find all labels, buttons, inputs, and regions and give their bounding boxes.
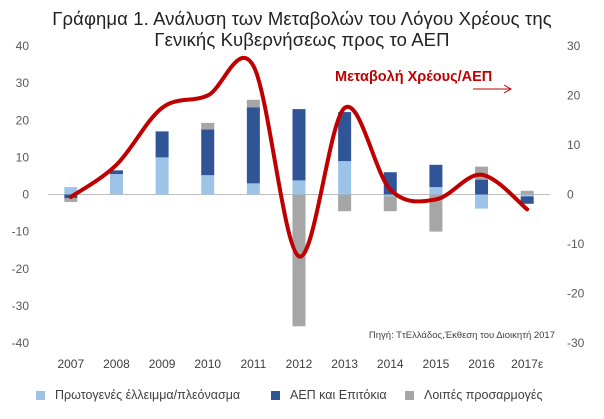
bar-other-adjustments [292, 194, 306, 327]
bar-primary-balance [201, 175, 215, 195]
left-tick-label: -30 [12, 299, 30, 313]
legend-swatch-other [405, 390, 414, 400]
left-tick-label: -10 [12, 225, 30, 239]
bar-gdp-interest [201, 129, 215, 176]
legend-label-gdp-interest: ΑΕΠ και Επιτόκια [290, 388, 387, 402]
category-label: 2015 [423, 357, 450, 371]
legend-item-primary: Πρωτογενές έλλειμμα/πλεόνασμα [36, 388, 240, 402]
bar-other-adjustments [246, 99, 260, 108]
bar-other-adjustments [429, 194, 443, 232]
bar-gdp-interest [338, 112, 352, 162]
legend-item-other: Λοιπές προσαρμογές [405, 388, 543, 402]
right-tick-label: 0 [567, 188, 574, 202]
category-label: 2011 [240, 357, 266, 371]
bar-primary-balance [475, 194, 489, 209]
bar-gdp-interest [383, 172, 397, 195]
right-y-axis: 30 20 10 0 -10 -20 -30 [567, 39, 585, 350]
category-label: 2016 [468, 357, 495, 371]
category-label: 2012 [286, 357, 313, 371]
legend-label-primary: Πρωτογενές έλλειμμα/πλεόνασμα [55, 388, 241, 402]
left-tick-label: 10 [16, 150, 30, 164]
x-axis: 2007 2008 2009 2010 2011 2012 2013 2014 2015 2016… [57, 357, 543, 371]
category-label: 2007 [57, 357, 84, 371]
right-tick-label: -30 [567, 336, 585, 350]
bar-primary-balance [292, 180, 306, 195]
bar-other-adjustments [383, 196, 397, 212]
right-tick-label: 10 [567, 138, 581, 152]
bar-gdp-interest [475, 179, 489, 195]
legend-item-gdp-interest: ΑΕΠ και Επιτόκια [271, 388, 387, 402]
bar-primary-balance [109, 174, 123, 195]
left-tick-label: -20 [12, 262, 30, 276]
category-label: 2010 [194, 357, 221, 371]
bar-gdp-interest [292, 109, 306, 181]
left-tick-label: -40 [12, 336, 30, 350]
bar-primary-balance [246, 183, 260, 195]
right-tick-label: 20 [567, 89, 581, 103]
category-label: 2014 [377, 357, 404, 371]
bar-primary-balance [429, 187, 443, 195]
chart-title-line-1: Γράφημα 1. Ανάλυση των Μεταβολών του Λόγ… [52, 8, 552, 29]
debt-change-annotation: Μεταβολή Χρέους/ΑΕΠ [335, 69, 492, 85]
left-y-axis: 40 30 20 10 0 -10 -20 -30 -40 [12, 39, 30, 350]
category-label: 2008 [103, 357, 130, 371]
legend-label-other: Λοιπές προσαρμογές [424, 388, 543, 402]
left-tick-label: 0 [22, 188, 29, 202]
left-tick-label: 40 [16, 39, 30, 53]
annotation-arrow [473, 84, 513, 94]
right-tick-label: -10 [567, 237, 585, 251]
legend-swatch-primary [36, 390, 45, 400]
bar-series-group [64, 99, 534, 327]
right-tick-label: -20 [567, 287, 585, 301]
left-tick-label: 30 [16, 76, 30, 90]
bar-gdp-interest [429, 164, 443, 188]
bar-gdp-interest [155, 131, 169, 158]
bar-primary-balance [383, 194, 397, 197]
category-label: 2013 [331, 357, 358, 371]
bar-gdp-interest [520, 196, 534, 204]
bar-other-adjustments [64, 198, 78, 202]
debt-change-line [68, 55, 530, 259]
legend-swatch-gdp-interest [271, 390, 280, 400]
source-note: Πηγή: ΤτΕλλάδος,Έκθεση του Διοικητή 2017 [369, 330, 555, 341]
chart-title-line-2: Γενικής Κυβερνήσεως προς το ΑΕΠ [154, 29, 450, 50]
category-label: 2017ε [511, 357, 544, 371]
bar-gdp-interest [246, 107, 260, 184]
bar-other-adjustments [520, 190, 534, 195]
bar-primary-balance [338, 161, 352, 195]
bar-primary-balance [64, 187, 78, 195]
bar-primary-balance [520, 194, 534, 197]
bar-primary-balance [155, 157, 169, 195]
bar-other-adjustments [338, 194, 352, 212]
right-tick-label: 30 [567, 39, 581, 53]
bar-other-adjustments [201, 122, 215, 130]
category-label: 2009 [149, 357, 176, 371]
left-tick-label: 20 [16, 113, 30, 127]
bar-gdp-interest [109, 170, 123, 175]
